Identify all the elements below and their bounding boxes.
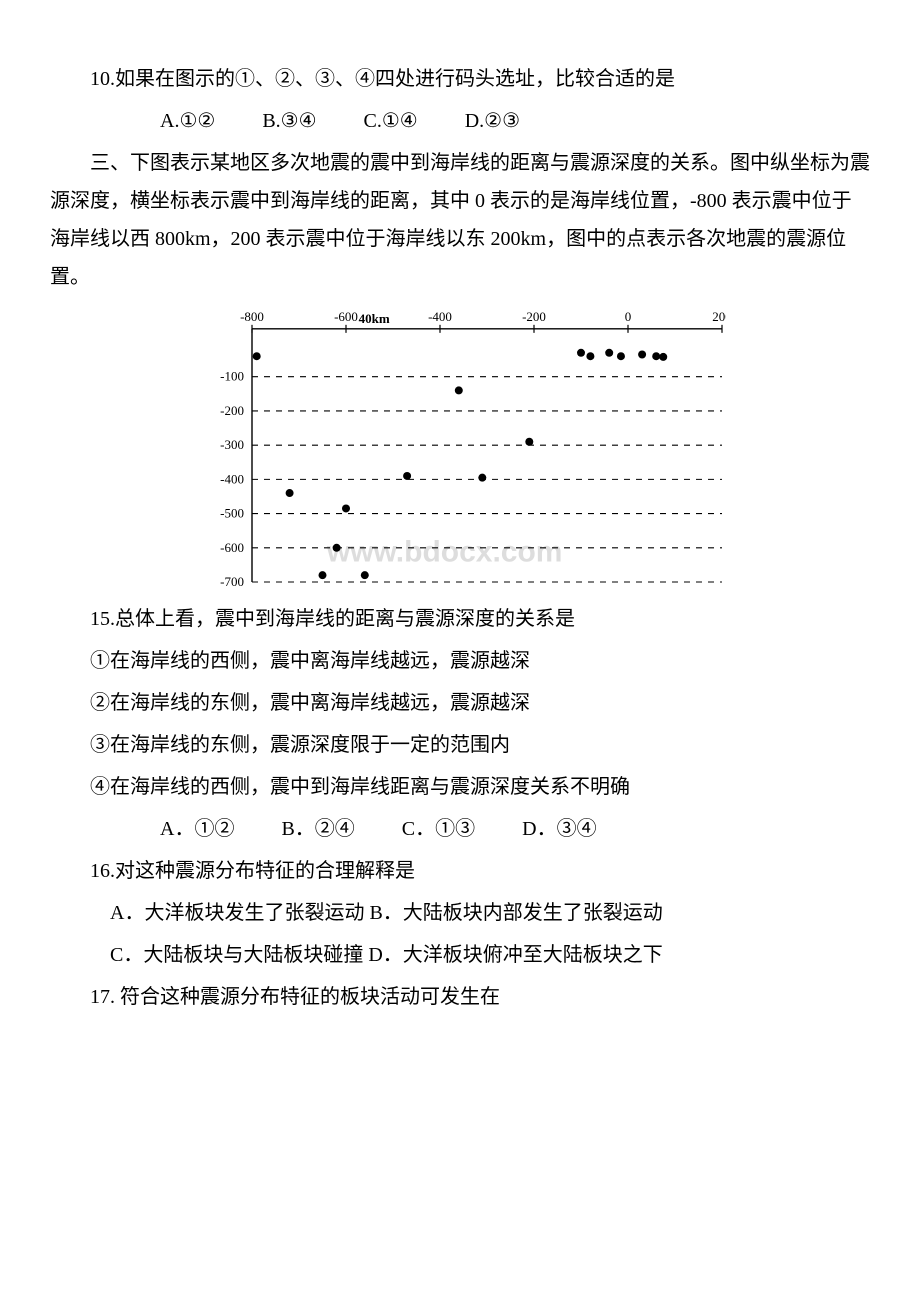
svg-text:-500: -500 bbox=[220, 506, 244, 521]
q15-text: 15.总体上看，震中到海岸线的距离与震源深度的关系是 bbox=[50, 600, 870, 638]
svg-text:-700: -700 bbox=[220, 574, 244, 586]
q16-text: 16.对这种震源分布特征的合理解释是 bbox=[50, 852, 870, 890]
svg-text:www.bdocx.com: www.bdocx.com bbox=[326, 535, 563, 568]
q10-opt-a: A.①② bbox=[160, 110, 215, 132]
earthquake-chart: www.bdocx.com 40km -800 -600 -400 -200 0 200 -10… bbox=[50, 306, 870, 586]
svg-text:-300: -300 bbox=[220, 437, 244, 452]
svg-text:-800: -800 bbox=[240, 309, 264, 324]
svg-text:-400: -400 bbox=[428, 309, 452, 324]
q17-text: 17. 符合这种震源分布特征的板块活动可发生在 bbox=[50, 978, 870, 1016]
svg-text:0: 0 bbox=[625, 309, 632, 324]
svg-text:-100: -100 bbox=[220, 369, 244, 384]
q16-lineC: C．大陆板块与大陆板块碰撞 D．大洋板块俯冲至大陆板块之下 bbox=[50, 936, 870, 974]
q10-text: 10.如果在图示的①、②、③、④四处进行码头选址，比较合适的是 bbox=[50, 60, 870, 98]
svg-text:200: 200 bbox=[712, 309, 726, 324]
svg-text:-200: -200 bbox=[522, 309, 546, 324]
scatter-chart-svg: www.bdocx.com 40km -800 -600 -400 -200 0 200 -10… bbox=[194, 306, 726, 586]
q15-opt-d: D．③④ bbox=[522, 818, 596, 840]
q10-opt-c: C.①④ bbox=[364, 110, 418, 132]
q10-opt-d: D.②③ bbox=[465, 110, 520, 132]
q15-opt-b: B．②④ bbox=[281, 818, 354, 840]
svg-text:40km: 40km bbox=[359, 311, 390, 326]
svg-text:-600: -600 bbox=[220, 540, 244, 555]
q15-options: A．①② B．②④ C．①③ D．③④ bbox=[50, 810, 870, 848]
q15-s4: ④在海岸线的西侧，震中到海岸线距离与震源深度关系不明确 bbox=[50, 768, 870, 806]
q15-s3: ③在海岸线的东侧，震源深度限于一定的范围内 bbox=[50, 726, 870, 764]
q15-s1: ①在海岸线的西侧，震中离海岸线越远，震源越深 bbox=[50, 642, 870, 680]
svg-text:-600: -600 bbox=[334, 309, 358, 324]
section3-text: 三、下图表示某地区多次地震的震中到海岸线的距离与震源深度的关系。图中纵坐标为震源… bbox=[50, 144, 870, 296]
svg-text:-400: -400 bbox=[220, 471, 244, 486]
q16-lineA: A．大洋板块发生了张裂运动 B．大陆板块内部发生了张裂运动 bbox=[50, 894, 870, 932]
q15-opt-c: C．①③ bbox=[402, 818, 475, 840]
svg-text:-200: -200 bbox=[220, 403, 244, 418]
q10-options: A.①② B.③④ C.①④ D.②③ bbox=[50, 102, 870, 140]
q10-opt-b: B.③④ bbox=[262, 110, 316, 132]
q15-opt-a: A．①② bbox=[160, 818, 234, 840]
q15-s2: ②在海岸线的东侧，震中离海岸线越远，震源越深 bbox=[50, 684, 870, 722]
